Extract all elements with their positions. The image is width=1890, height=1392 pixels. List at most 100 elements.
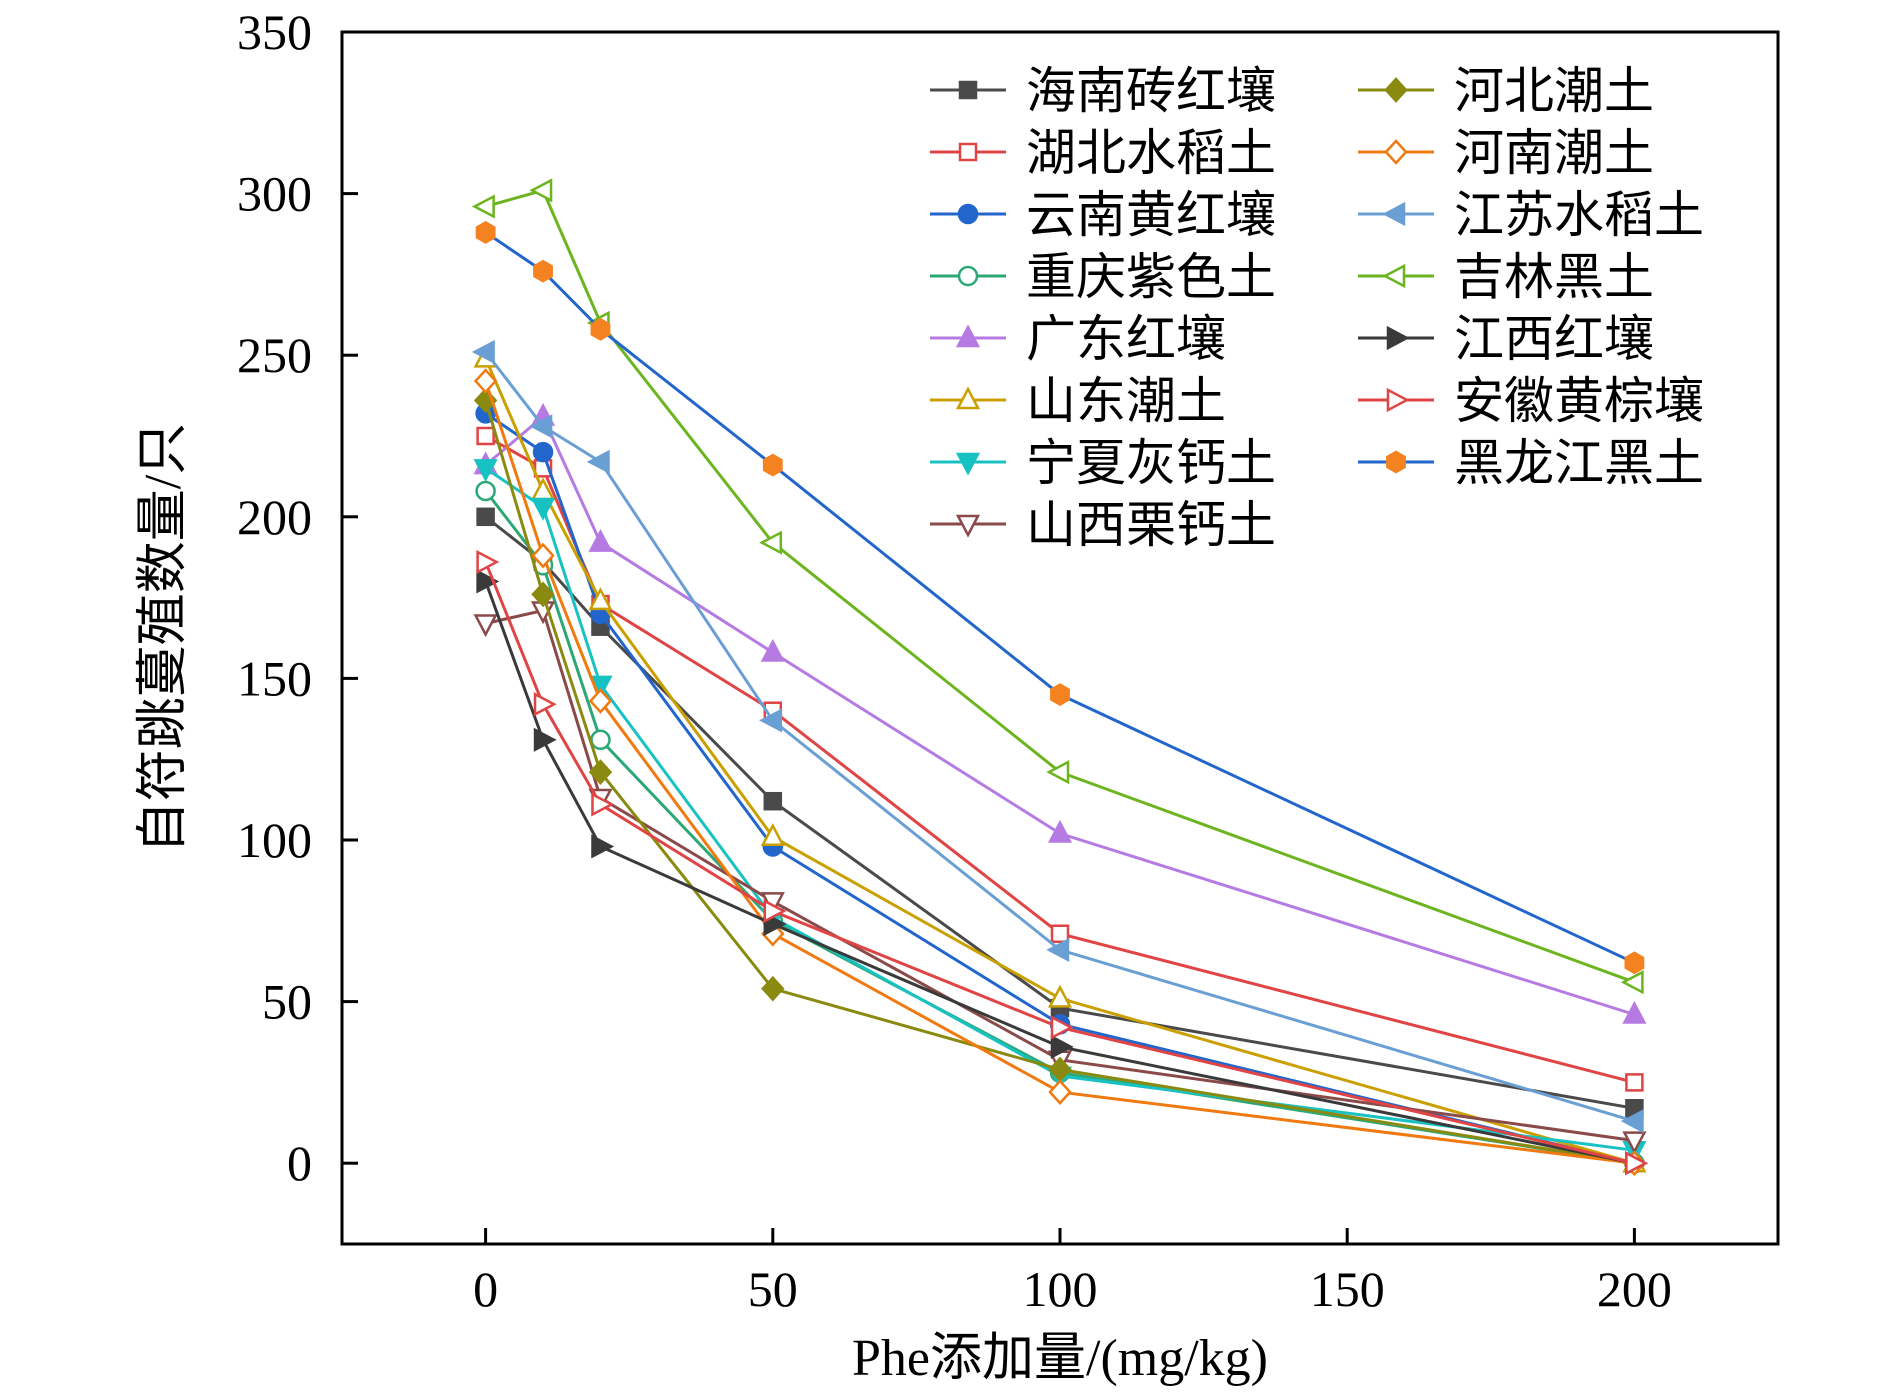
y-tick-label: 200 [237, 489, 312, 545]
legend-marker [1382, 263, 1406, 289]
legend-item: 河北潮土 [1358, 62, 1654, 120]
data-point [529, 414, 553, 439]
data-point [760, 823, 785, 847]
data-point [1048, 1079, 1072, 1105]
data-point [533, 259, 553, 283]
data-point [533, 692, 557, 717]
x-tick-label: 50 [748, 1261, 798, 1317]
legend-item: 吉林黑土 [1358, 248, 1654, 306]
data-point [591, 792, 615, 817]
series-11 [471, 339, 1644, 1134]
data-point [588, 528, 613, 552]
legend-label: 山东潮土 [1026, 372, 1226, 430]
legend-marker [1386, 387, 1410, 413]
legend-label: 河南潮土 [1454, 124, 1654, 182]
data-point [471, 339, 495, 365]
data-point [1620, 970, 1644, 995]
legend-label: 吉林黑土 [1454, 248, 1654, 306]
data-point [476, 507, 495, 527]
series-line [484, 351, 1635, 1123]
data-point [1622, 1000, 1647, 1024]
legend-item: 河南潮土 [1358, 124, 1654, 182]
data-point [586, 449, 610, 474]
data-point [588, 587, 613, 611]
y-axis: 0 50 100 150 200 250 300 350 [237, 4, 358, 1191]
data-point [476, 569, 500, 594]
legend-label: 湖北水稻土 [1026, 124, 1276, 182]
legend-label: 海南砖红壤 [1026, 62, 1276, 120]
y-tick-label: 300 [237, 166, 312, 222]
data-point [473, 368, 498, 394]
data-point [476, 549, 500, 575]
legend-marker [955, 324, 981, 348]
x-axis-title: Phe添加量/(mg/kg) [852, 1330, 1268, 1387]
series-line [484, 561, 1635, 1165]
data-point [530, 497, 556, 521]
series-9 [473, 387, 1647, 1177]
legend-label: 山西栗钙土 [1026, 496, 1276, 554]
data-point [532, 441, 554, 463]
legend-marker [1384, 77, 1408, 103]
y-tick-label: 150 [237, 650, 312, 706]
legend-item: 重庆紫色土 [930, 248, 1276, 306]
data-point [759, 708, 783, 733]
data-point [588, 688, 613, 714]
data-point [763, 899, 787, 924]
legend-item: 江西红壤 [1358, 310, 1654, 368]
series-line [484, 580, 1635, 1165]
data-point [471, 194, 495, 219]
data-point [529, 178, 553, 203]
legend-item: 山东潮土 [930, 372, 1226, 430]
series-line [484, 434, 1635, 1084]
legend-label: 宁夏灰钙土 [1026, 434, 1276, 492]
x-tick-label: 0 [473, 1261, 498, 1317]
legend-label: 黑龙江黑土 [1454, 434, 1704, 492]
x-tick-label: 200 [1597, 1261, 1672, 1317]
legend-label: 广东红壤 [1026, 310, 1226, 368]
data-point [1050, 1034, 1074, 1059]
legend-item: 山西栗钙土 [930, 496, 1276, 554]
data-point [590, 317, 611, 341]
series-line [484, 380, 1635, 1165]
legend-item: 江苏水稻土 [1358, 186, 1704, 244]
data-point [1625, 1073, 1644, 1092]
legend-marker [957, 203, 979, 225]
data-point [759, 530, 783, 555]
data-point [590, 729, 611, 751]
x-tick-label: 150 [1310, 1261, 1385, 1317]
data-point [763, 791, 783, 811]
legend-marker [958, 80, 978, 100]
legend-marker [1382, 201, 1406, 227]
series-14 [476, 549, 1649, 1176]
series-line [484, 357, 1635, 1165]
data-point [475, 220, 496, 244]
series-line [484, 412, 1635, 1165]
x-tick-label: 100 [1023, 1261, 1098, 1317]
legend-marker [955, 452, 981, 476]
data-point [531, 581, 555, 608]
legend-item: 云南黄红壤 [930, 186, 1276, 244]
data-point [473, 459, 498, 483]
data-point [1625, 1151, 1649, 1176]
series-15 [475, 220, 1645, 975]
data-point [1620, 1109, 1644, 1134]
series-line [485, 188, 1635, 984]
y-tick-label: 100 [237, 812, 312, 868]
legend-item: 海南砖红壤 [930, 62, 1276, 120]
y-tick-label: 0 [287, 1135, 312, 1191]
legend-item: 安徽黄棕壤 [1358, 372, 1704, 430]
x-axis: 0 50 100 150 200 [473, 1228, 1672, 1317]
legend-label: 江西红壤 [1454, 310, 1654, 368]
y-axis-title: 自符跳蔓殖数量/只 [135, 423, 192, 853]
legend-marker [1384, 139, 1408, 165]
legend-label: 河北潮土 [1454, 62, 1654, 120]
data-point [531, 542, 555, 569]
legend-label: 江苏水稻土 [1454, 186, 1704, 244]
data-point [1050, 683, 1070, 707]
legend-marker [958, 142, 978, 162]
y-tick-label: 250 [237, 327, 312, 383]
legend-label: 重庆紫色土 [1026, 248, 1276, 306]
